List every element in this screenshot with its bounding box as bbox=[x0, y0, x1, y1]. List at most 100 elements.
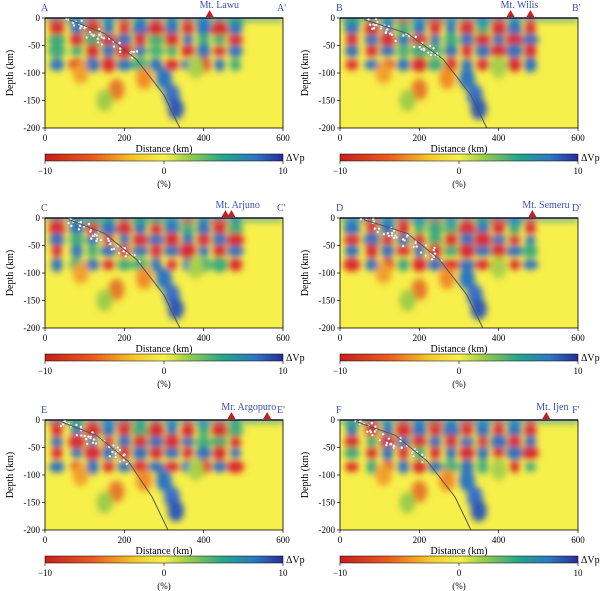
deep-anomaly bbox=[375, 62, 392, 84]
hypocenter-dot bbox=[373, 425, 377, 429]
y-axis-label: Depth (km) bbox=[5, 452, 16, 498]
anomaly-cell bbox=[133, 223, 147, 235]
hypocenter-dot bbox=[419, 251, 423, 254]
colorbar-tick-label: 0 bbox=[457, 366, 462, 376]
profile-end-label: B' bbox=[572, 3, 581, 14]
hypocenter-dot bbox=[432, 46, 435, 50]
y-tick-label: 0 bbox=[331, 213, 336, 223]
anomaly-cell bbox=[508, 259, 521, 271]
hypocenter-dot bbox=[79, 425, 83, 429]
hypocenter-dot bbox=[67, 221, 70, 225]
anomaly-cell bbox=[524, 223, 537, 235]
anomaly-cell bbox=[147, 45, 165, 57]
y-axis-label: Depth (km) bbox=[300, 250, 311, 296]
volcano-marker bbox=[205, 10, 214, 17]
deep-anomaly bbox=[399, 89, 416, 112]
colorbar-tick-label: −10 bbox=[38, 366, 53, 376]
slab-interface-line bbox=[363, 19, 488, 128]
anomaly-cell bbox=[490, 434, 508, 450]
anomaly-cell bbox=[166, 259, 178, 271]
anomaly-cell bbox=[477, 459, 489, 475]
anomaly-cell bbox=[70, 244, 83, 258]
y-tick-label: -100 bbox=[319, 268, 336, 278]
anomaly-cell bbox=[428, 435, 442, 449]
y-tick-label: -200 bbox=[24, 525, 41, 535]
hypocenter-dot bbox=[384, 31, 388, 35]
volcano-marker bbox=[227, 210, 236, 217]
anomaly-cell bbox=[147, 435, 165, 449]
profile-start-label: B bbox=[336, 3, 343, 14]
anomaly-cell bbox=[459, 22, 475, 36]
anomaly-cell bbox=[116, 258, 133, 271]
anomaly-cell bbox=[522, 33, 539, 47]
anomaly-cell bbox=[442, 259, 460, 270]
anomaly-cell bbox=[148, 423, 165, 439]
deep-anomaly bbox=[108, 480, 125, 503]
anomaly-cell bbox=[396, 34, 411, 46]
anomaly-cell bbox=[68, 434, 86, 450]
anomaly-cell bbox=[521, 446, 539, 460]
hypocenter-dot bbox=[373, 430, 377, 433]
anomaly-cell bbox=[525, 22, 536, 36]
anomaly-cell bbox=[134, 45, 147, 57]
slab-interface-line bbox=[68, 219, 181, 328]
anomaly-cell bbox=[119, 23, 130, 35]
hypocenter-dot bbox=[395, 236, 399, 239]
deep-anomaly bbox=[490, 56, 507, 79]
hypocenter-dot bbox=[112, 45, 116, 49]
anomaly-cell bbox=[411, 57, 428, 73]
anomaly-cell bbox=[86, 234, 100, 246]
anomaly-cell bbox=[85, 258, 100, 271]
anomaly-cell bbox=[524, 435, 537, 449]
deep-anomaly bbox=[490, 256, 507, 279]
anomaly-cell bbox=[379, 45, 396, 57]
anomaly-cell bbox=[445, 434, 457, 450]
anomaly-cell bbox=[210, 424, 229, 438]
anomaly-cell bbox=[365, 45, 379, 57]
anomaly-cell bbox=[475, 44, 491, 58]
slab-interface-line bbox=[355, 421, 472, 530]
hypocenter-dot bbox=[392, 236, 396, 240]
anomaly-cell bbox=[396, 245, 411, 257]
hypocenter-dot bbox=[87, 435, 90, 439]
colorbar-label: ΔVp bbox=[286, 353, 305, 364]
colorbar-tick-label: −10 bbox=[333, 366, 348, 376]
anomaly-cell bbox=[147, 461, 165, 473]
deep-anomaly bbox=[458, 469, 475, 492]
deep-anomaly bbox=[375, 464, 392, 486]
anomaly-cell bbox=[445, 445, 457, 461]
anomaly-cell bbox=[211, 256, 229, 273]
anomaly-cell bbox=[412, 22, 426, 36]
profile-start-label: C bbox=[41, 203, 48, 214]
anomaly-cell bbox=[524, 461, 536, 472]
hypocenter-dot bbox=[75, 433, 79, 437]
x-tick-label: 400 bbox=[197, 333, 211, 343]
hypocenter-dot bbox=[116, 446, 120, 449]
hypocenter-dot bbox=[429, 53, 433, 57]
anomaly-cell bbox=[212, 222, 227, 236]
hypocenter-dot bbox=[59, 424, 63, 428]
anomaly-cell bbox=[522, 259, 539, 270]
anomaly-cell bbox=[147, 234, 165, 246]
y-tick-label: -50 bbox=[28, 443, 40, 453]
y-tick-label: -50 bbox=[323, 41, 335, 51]
hypocenter-dot bbox=[108, 242, 112, 246]
hypocenter-dot bbox=[118, 448, 122, 452]
anomaly-cell bbox=[363, 232, 380, 248]
anomaly-cell bbox=[365, 243, 378, 259]
surface-layer bbox=[340, 18, 578, 21]
hypocenter-dot bbox=[415, 244, 419, 248]
anomaly-cell bbox=[164, 21, 179, 37]
x-tick-label: 0 bbox=[338, 333, 343, 343]
x-tick-label: 400 bbox=[492, 535, 506, 545]
anomaly-cell bbox=[365, 258, 379, 272]
anomaly-cell bbox=[149, 446, 163, 460]
anomaly-cell bbox=[344, 22, 360, 36]
anomaly-cell bbox=[342, 223, 361, 235]
volcano-marker bbox=[221, 210, 230, 217]
deep-anomaly bbox=[470, 97, 487, 120]
volcano-label: Mt. Arjuno bbox=[215, 200, 259, 211]
